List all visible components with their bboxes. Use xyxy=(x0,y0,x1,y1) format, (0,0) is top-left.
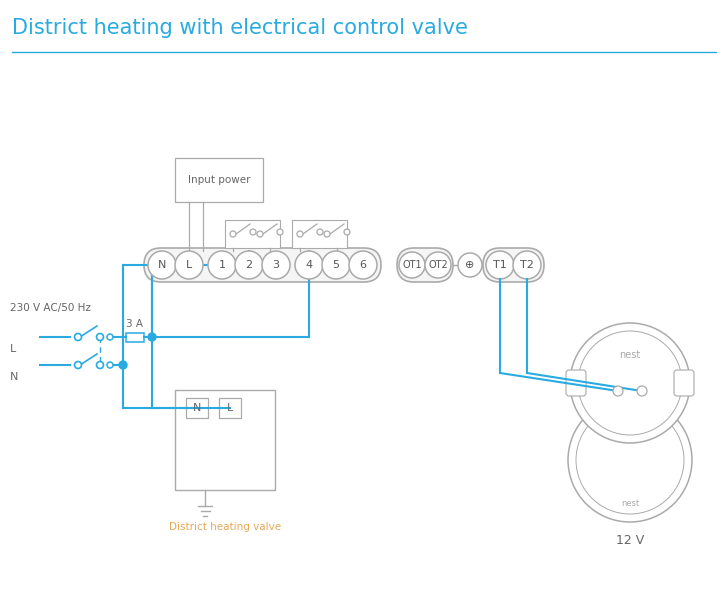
FancyBboxPatch shape xyxy=(175,158,263,202)
Text: N: N xyxy=(193,403,201,413)
Circle shape xyxy=(277,229,283,235)
Circle shape xyxy=(208,251,236,279)
Circle shape xyxy=(613,386,623,396)
Circle shape xyxy=(297,231,303,237)
Text: ⊕: ⊕ xyxy=(465,260,475,270)
Text: OT1: OT1 xyxy=(402,260,422,270)
Text: OT2: OT2 xyxy=(428,260,448,270)
Text: nest: nest xyxy=(620,350,641,360)
Circle shape xyxy=(148,333,156,341)
Circle shape xyxy=(230,231,236,237)
Circle shape xyxy=(513,251,541,279)
Text: 5: 5 xyxy=(333,260,339,270)
FancyBboxPatch shape xyxy=(175,390,275,490)
Text: T1: T1 xyxy=(493,260,507,270)
Circle shape xyxy=(322,251,350,279)
Text: N: N xyxy=(10,372,18,382)
Circle shape xyxy=(107,334,113,340)
Text: District heating valve: District heating valve xyxy=(169,522,281,532)
Circle shape xyxy=(119,361,127,369)
Circle shape xyxy=(425,252,451,278)
Circle shape xyxy=(576,406,684,514)
FancyBboxPatch shape xyxy=(566,370,586,396)
Circle shape xyxy=(317,229,323,235)
Text: T2: T2 xyxy=(520,260,534,270)
Text: N: N xyxy=(158,260,166,270)
FancyBboxPatch shape xyxy=(126,333,144,342)
Circle shape xyxy=(295,251,323,279)
Circle shape xyxy=(235,251,263,279)
Circle shape xyxy=(97,362,103,368)
Circle shape xyxy=(570,323,690,443)
Circle shape xyxy=(262,251,290,279)
Text: 12 V: 12 V xyxy=(616,534,644,547)
FancyBboxPatch shape xyxy=(674,370,694,396)
Text: 4: 4 xyxy=(306,260,312,270)
Text: L: L xyxy=(227,403,233,413)
Circle shape xyxy=(74,362,82,368)
Text: 2: 2 xyxy=(245,260,253,270)
Text: 1: 1 xyxy=(218,260,226,270)
Circle shape xyxy=(175,251,203,279)
Circle shape xyxy=(344,229,350,235)
Circle shape xyxy=(257,231,263,237)
Circle shape xyxy=(637,386,647,396)
Circle shape xyxy=(324,231,330,237)
Text: 6: 6 xyxy=(360,260,366,270)
Circle shape xyxy=(97,333,103,340)
FancyBboxPatch shape xyxy=(483,248,544,282)
Text: L: L xyxy=(10,344,16,354)
Circle shape xyxy=(148,251,176,279)
Circle shape xyxy=(578,331,682,435)
Circle shape xyxy=(399,252,425,278)
FancyBboxPatch shape xyxy=(144,248,381,282)
Circle shape xyxy=(74,333,82,340)
Text: Input power: Input power xyxy=(188,175,250,185)
Text: 3 A: 3 A xyxy=(127,319,143,329)
Circle shape xyxy=(250,229,256,235)
Text: 230 V AC/50 Hz: 230 V AC/50 Hz xyxy=(10,303,91,313)
Text: 3: 3 xyxy=(272,260,280,270)
Circle shape xyxy=(458,253,482,277)
Text: District heating with electrical control valve: District heating with electrical control… xyxy=(12,18,468,38)
Circle shape xyxy=(568,398,692,522)
Text: L: L xyxy=(186,260,192,270)
Circle shape xyxy=(107,362,113,368)
Circle shape xyxy=(486,251,514,279)
FancyBboxPatch shape xyxy=(186,398,208,418)
Text: nest: nest xyxy=(621,500,639,508)
Circle shape xyxy=(349,251,377,279)
FancyBboxPatch shape xyxy=(292,220,347,248)
FancyBboxPatch shape xyxy=(397,248,453,282)
FancyBboxPatch shape xyxy=(225,220,280,248)
FancyBboxPatch shape xyxy=(219,398,241,418)
